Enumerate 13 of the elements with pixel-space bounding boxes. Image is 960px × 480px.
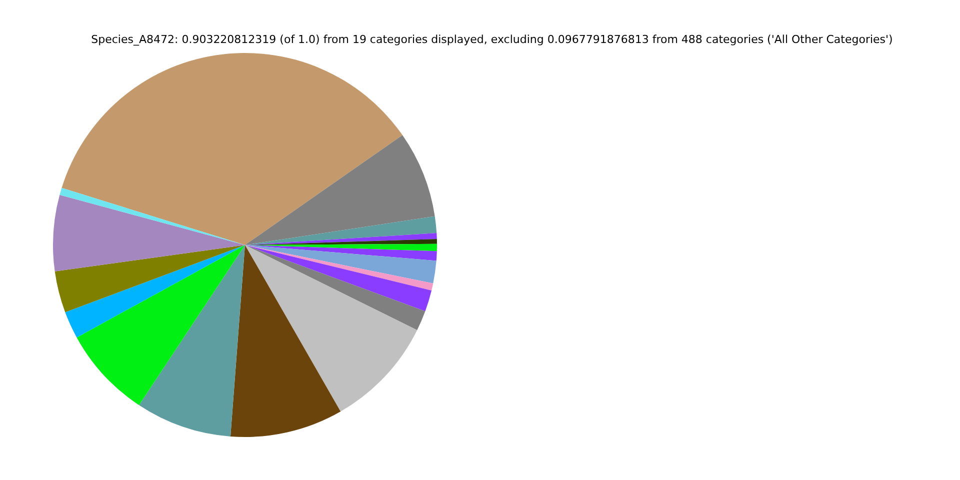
pie-slice xyxy=(76,245,245,406)
pie-slice xyxy=(245,216,437,245)
pie-slice xyxy=(245,245,436,284)
pie-slice xyxy=(139,245,245,436)
pie-slice xyxy=(54,245,245,312)
pie-slice xyxy=(62,53,402,245)
pie-slice xyxy=(245,245,418,412)
pie-slice xyxy=(230,245,341,437)
pie-slice xyxy=(65,245,245,338)
text: Species_A8472: 0.903220812319 (of 1.0) from 19 categories displayed, excluding 0.0967791876813 from 488 categories ('All Other Categories') xyxy=(90,33,894,46)
pie-slice xyxy=(60,188,245,245)
pie-slice xyxy=(53,194,245,272)
pie-slice xyxy=(245,245,434,290)
